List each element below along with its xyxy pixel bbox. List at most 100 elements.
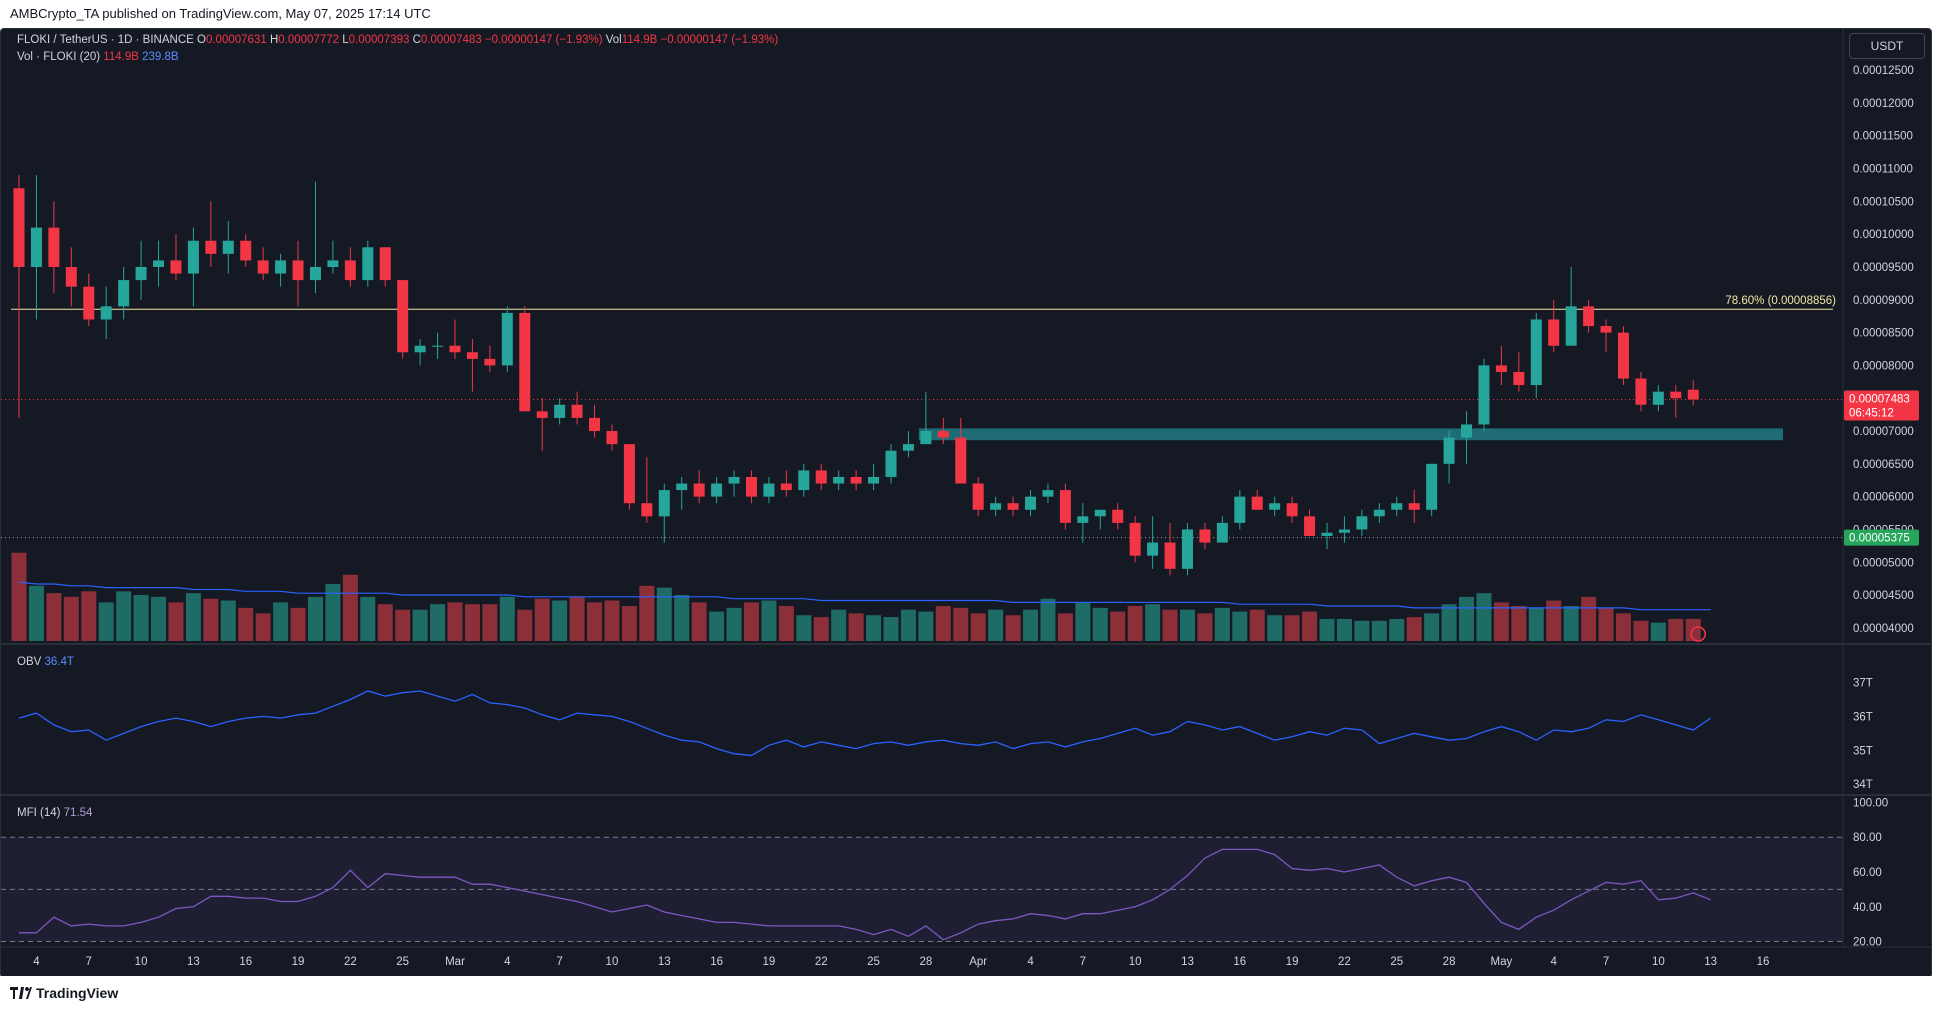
volume-bar (1476, 593, 1492, 641)
volume-bar (1511, 606, 1527, 641)
candle-body (414, 345, 426, 353)
price-axis-tick: 0.00004000 (1853, 623, 1914, 635)
candle-body (397, 280, 409, 353)
volume-bar (1232, 611, 1248, 641)
low-value: 0.00007393 (348, 34, 410, 46)
volume-bar (464, 604, 480, 641)
support-price-text: 0.00005375 (1849, 533, 1910, 545)
open-label: O (197, 34, 206, 46)
obv-label[interactable]: OBV (17, 656, 42, 668)
mfi-legend: MFI (14) 71.54 (17, 807, 92, 819)
candle-body (1617, 332, 1629, 379)
volume-bar (1057, 613, 1073, 641)
candle-body (972, 483, 984, 510)
candle-body (1426, 463, 1438, 510)
time-axis-tick: 7 (1080, 956, 1086, 968)
volume-bar (1441, 604, 1457, 641)
candle-body (222, 240, 234, 254)
change-value: −0.00000147 (−1.93%) (484, 34, 603, 46)
time-axis-tick: 7 (86, 956, 92, 968)
volume-bar (1249, 609, 1265, 641)
candle-body (135, 266, 147, 281)
mfi-label[interactable]: MFI (14) (17, 807, 61, 819)
support-zone (918, 428, 1783, 441)
volume-bar (81, 591, 97, 641)
volume-bar (499, 596, 515, 641)
time-axis-tick: 4 (1551, 956, 1558, 968)
candle-body (466, 352, 478, 359)
candle-body (1025, 496, 1037, 510)
time-axis-tick: 13 (1704, 956, 1717, 968)
volume-legend: Vol · FLOKI (20) 114.9B 239.8B (17, 51, 179, 63)
candle-body (449, 345, 461, 353)
countdown-text: 06:45:12 (1849, 408, 1894, 420)
volume-bar (970, 613, 986, 641)
volume-bar (883, 617, 899, 641)
volume-bar (621, 606, 637, 641)
time-axis-tick: 19 (1286, 956, 1299, 968)
candle-body (902, 444, 914, 451)
candle-body (1042, 490, 1054, 497)
volume-bar (1528, 607, 1544, 641)
candle-body (1408, 503, 1420, 510)
price-axis-tick: 0.00012500 (1853, 65, 1914, 77)
mfi-axis-tick: 80.00 (1853, 832, 1882, 844)
volume-bar (1040, 598, 1056, 641)
candle-body (344, 260, 356, 281)
volume-bar (761, 600, 777, 641)
volume-bar (569, 596, 585, 641)
candle-body (937, 431, 949, 438)
volume-bar (63, 596, 79, 641)
chart-frame[interactable]: 0.00012500 0.00012000 0.00011500 0.00011000… (0, 28, 1932, 978)
volume-label[interactable]: Vol · FLOKI (20) (17, 51, 101, 63)
symbol-label[interactable]: FLOKI / TetherUS · 1D · BINANCE (17, 34, 194, 46)
volume-value: 114.9B (103, 51, 139, 63)
last-price-badge (1844, 390, 1919, 421)
volume-bar (1336, 618, 1352, 641)
time-axis-tick: 13 (187, 956, 200, 968)
volume-bar (517, 609, 533, 641)
candle-body (1670, 391, 1682, 399)
volume-bar (1598, 607, 1614, 641)
candle-body (1059, 490, 1071, 523)
volume-bar (674, 595, 690, 641)
candle-body (501, 312, 513, 366)
currency-button[interactable]: USDT (1849, 33, 1925, 59)
lightning-icon (1690, 626, 1706, 642)
candle-body (885, 450, 897, 477)
candle-body (1234, 496, 1246, 523)
candle-body (1164, 542, 1176, 569)
vol-value: 114.9B (621, 34, 658, 46)
time-axis-tick: 22 (1338, 956, 1351, 968)
volume-ma-line (18, 581, 1711, 611)
vol-change-value: −0.00000147 (−1.93%) (660, 34, 779, 46)
volume-bar (953, 607, 969, 641)
volume-bar (534, 598, 550, 641)
volume-bar (709, 611, 725, 641)
mfi-axis-tick: 20.00 (1853, 937, 1882, 949)
candle-body (1181, 529, 1193, 569)
tradingview-logo[interactable]: TradingView (10, 985, 118, 1001)
volume-bar (604, 600, 620, 641)
candle-body (1338, 529, 1350, 533)
volume-bar (377, 604, 393, 641)
volume-bar (1267, 615, 1283, 641)
volume-bar (46, 593, 62, 641)
volume-bar (447, 602, 463, 641)
candle-body (1635, 378, 1647, 405)
candle-body (100, 306, 112, 320)
candle-body (170, 260, 182, 274)
candle-body (1583, 306, 1595, 327)
price-axis-tick: 0.00009500 (1853, 262, 1914, 274)
time-axis-tick: 7 (1603, 956, 1609, 968)
volume-bar (1581, 596, 1597, 641)
chart-canvas[interactable]: 0.00012500 0.00012000 0.00011500 0.00011000… (1, 29, 1931, 977)
volume-ma-value: 239.8B (142, 51, 179, 63)
mfi-axis-tick: 100.00 (1853, 797, 1888, 809)
candle-body (1112, 509, 1124, 523)
volume-bar (360, 596, 376, 641)
volume-bar (220, 600, 236, 641)
volume-bar (726, 607, 742, 641)
volume-bar (778, 606, 794, 641)
candle-body (1530, 319, 1542, 386)
